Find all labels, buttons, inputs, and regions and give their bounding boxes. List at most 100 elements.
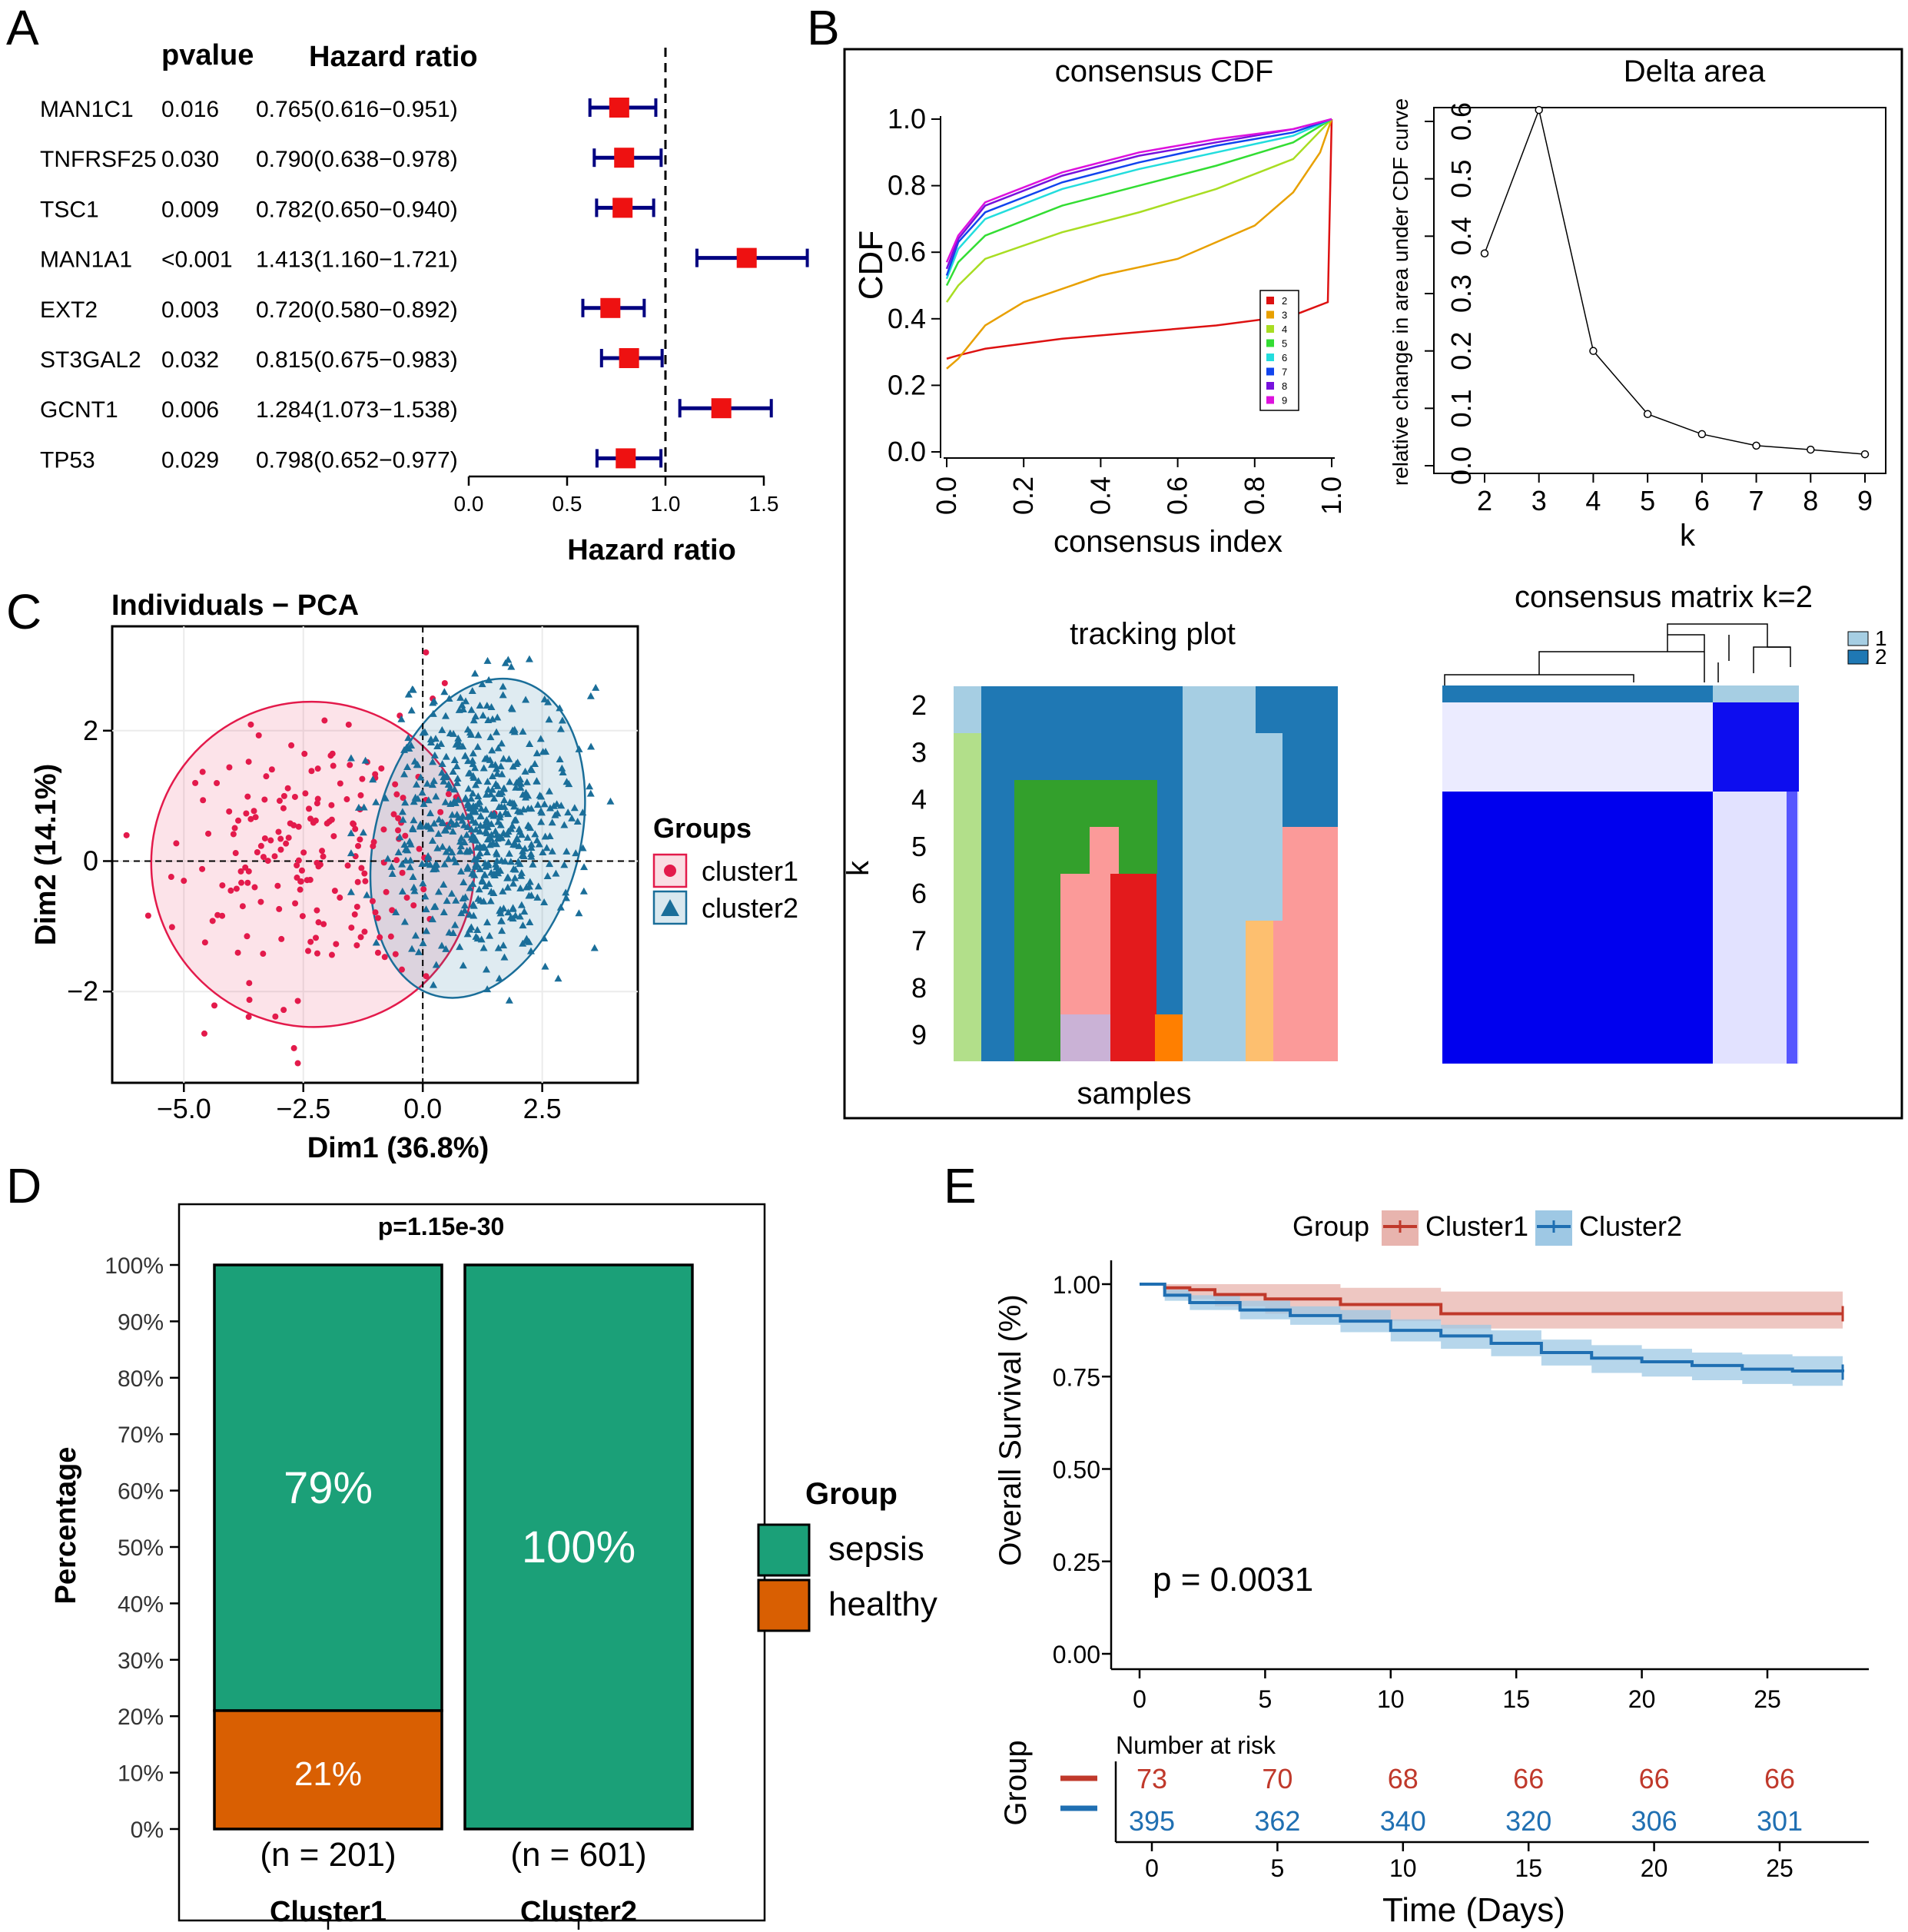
cdf-legend-swatch xyxy=(1266,325,1274,333)
pca-point-cluster1 xyxy=(280,792,287,799)
pca-point-cluster2 xyxy=(556,704,564,712)
pca-point-cluster1 xyxy=(372,909,379,916)
cdf-legend-swatch xyxy=(1266,339,1274,347)
pca-point-cluster2 xyxy=(448,811,456,818)
pca-point-cluster1 xyxy=(290,1044,297,1051)
pca-point-cluster2 xyxy=(452,896,460,904)
pca-point-cluster2 xyxy=(483,848,491,855)
pca-point-cluster1 xyxy=(226,764,233,771)
consensus-matrix-title: consensus matrix k=2 xyxy=(1515,580,1813,614)
pca-point-cluster1 xyxy=(344,862,351,869)
pca-point-cluster2 xyxy=(461,893,470,901)
bar-category-label: Cluster2 xyxy=(520,1896,637,1928)
pca-point-cluster2 xyxy=(397,715,406,722)
pca-x-tick-label: −2.5 xyxy=(276,1093,330,1124)
pca-point-cluster2 xyxy=(483,835,492,843)
pca-point-cluster2 xyxy=(505,849,513,857)
cdf-legend-label: 7 xyxy=(1282,367,1287,378)
cdf-series-line xyxy=(945,118,1332,303)
cdf-x-tick-label: 1.0 xyxy=(1316,476,1347,515)
delta-y-tick-label: 0.1 xyxy=(1445,389,1477,427)
forest-x-tick-label: 0.0 xyxy=(454,492,484,516)
pca-point-cluster1 xyxy=(263,773,270,780)
pca-point-cluster2 xyxy=(486,897,495,905)
pca-point-cluster1 xyxy=(315,919,322,926)
cdf-series-line xyxy=(945,118,1332,276)
pca-point-cluster2 xyxy=(519,921,527,929)
pca-point-cluster2 xyxy=(444,822,453,830)
pca-point-cluster2 xyxy=(493,857,501,865)
tracking-title: tracking plot xyxy=(1070,617,1236,651)
pca-point-cluster2 xyxy=(438,759,446,767)
pca-point-cluster2 xyxy=(475,885,483,893)
pca-point-cluster1 xyxy=(400,795,406,802)
pca-point-cluster2 xyxy=(429,709,437,717)
pca-point-cluster1 xyxy=(304,948,311,954)
tracking-cell xyxy=(954,686,981,733)
pca-x-tick-label: 0.0 xyxy=(403,1093,442,1124)
pca-point-cluster2 xyxy=(437,739,446,747)
pca-point-cluster2 xyxy=(438,818,446,825)
pca-x-tick-label: −5.0 xyxy=(157,1093,211,1124)
pca-point-cluster2 xyxy=(499,904,508,911)
tracking-heatmap xyxy=(954,686,1338,1061)
pca-point-cluster2 xyxy=(450,798,459,806)
pca-point-cluster2 xyxy=(468,756,476,764)
pca-point-cluster1 xyxy=(277,835,284,842)
pca-point-cluster2 xyxy=(514,858,523,865)
pca-y-tick-label: −2 xyxy=(67,975,98,1007)
pca-point-cluster2 xyxy=(529,860,537,868)
pca-point-cluster2 xyxy=(468,816,476,824)
pca-point-cluster1 xyxy=(387,933,394,940)
pca-point-cluster1 xyxy=(351,911,358,918)
forest-pvalue: 0.003 xyxy=(161,297,219,323)
pca-point-cluster1 xyxy=(314,800,320,807)
pca-point-cluster2 xyxy=(509,840,518,848)
pca-point-cluster1 xyxy=(238,879,245,886)
risk-table-value: 66 xyxy=(1639,1763,1670,1794)
delta-area-point xyxy=(1589,347,1598,355)
pca-point-cluster2 xyxy=(408,944,416,952)
pca-point-cluster2 xyxy=(440,881,448,888)
pca-point-cluster1 xyxy=(370,843,377,850)
pca-point-cluster1 xyxy=(251,884,258,891)
pca-point-cluster1 xyxy=(260,951,267,958)
pca-point-cluster1 xyxy=(235,817,242,824)
pca-point-cluster2 xyxy=(410,816,418,824)
pca-point-cluster1 xyxy=(319,848,326,855)
pca-point-cluster2 xyxy=(505,996,513,1004)
pca-point-cluster2 xyxy=(430,819,439,827)
pca-point-cluster1 xyxy=(219,912,226,919)
pca-point-cluster2 xyxy=(434,829,443,837)
pca-point-cluster2 xyxy=(510,816,519,824)
km-x-tick-label: 5 xyxy=(1259,1685,1273,1713)
km-x-tick-label: 10 xyxy=(1377,1685,1405,1713)
pca-point-cluster2 xyxy=(573,817,582,825)
pca-point-cluster2 xyxy=(540,800,549,808)
pca-point-cluster2 xyxy=(537,818,546,825)
pca-point-cluster2 xyxy=(428,836,436,844)
pca-point-cluster1 xyxy=(330,833,337,840)
pca-point-cluster2 xyxy=(510,799,519,807)
pca-point-cluster1 xyxy=(211,1002,218,1009)
pca-y-tick-label: 2 xyxy=(83,715,98,746)
pca-point-cluster2 xyxy=(560,821,569,828)
pca-point-cluster2 xyxy=(473,859,481,867)
pca-point-cluster2 xyxy=(570,804,579,812)
pca-point-cluster2 xyxy=(533,836,541,844)
pca-point-cluster2 xyxy=(539,748,547,755)
pca-point-cluster2 xyxy=(442,712,450,719)
pca-point-cluster2 xyxy=(477,935,486,943)
pca-point-cluster2 xyxy=(536,735,545,742)
forest-pvalue: 0.032 xyxy=(161,347,219,373)
pca-point-cluster2 xyxy=(454,734,463,742)
forest-hr-marker xyxy=(736,247,757,268)
pca-point-cluster1 xyxy=(321,717,328,724)
pca-point-cluster1 xyxy=(377,934,383,941)
pca-point-cluster2 xyxy=(509,879,518,887)
pca-point-cluster1 xyxy=(251,808,257,815)
risk-table-x-tick-label: 15 xyxy=(1515,1854,1542,1882)
bar-legend-healthy-key xyxy=(757,1578,811,1632)
pca-point-cluster2 xyxy=(483,965,491,973)
pca-point-cluster2 xyxy=(526,947,535,954)
